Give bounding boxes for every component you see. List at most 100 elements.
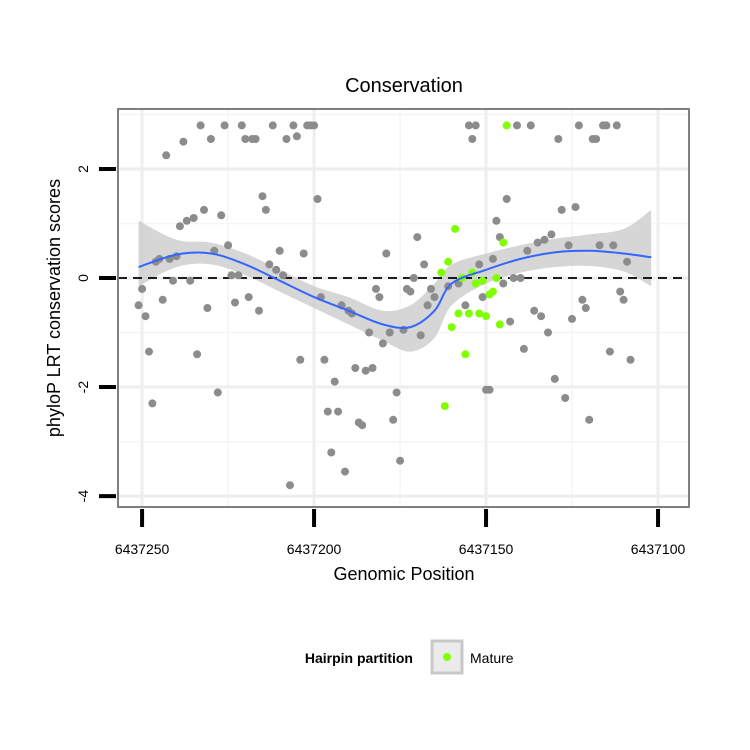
data-point-other — [427, 284, 435, 293]
legend-key-box — [430, 639, 464, 675]
data-point-other — [158, 295, 167, 304]
legend-mature-label: Mature — [470, 650, 514, 666]
data-point-other — [141, 312, 150, 321]
data-point-other — [258, 192, 267, 201]
data-point-other — [299, 249, 308, 258]
data-point-other — [196, 121, 205, 130]
data-point-other — [282, 135, 291, 143]
data-point-other — [537, 312, 546, 321]
data-point-mature — [488, 287, 497, 296]
data-point-other — [478, 293, 487, 302]
data-point-mature — [471, 279, 480, 288]
y-axis-label: phyloP LRT conservation scores — [44, 179, 64, 437]
data-point-other — [330, 377, 339, 386]
data-point-other — [420, 260, 429, 269]
data-point-other — [557, 205, 566, 214]
data-point-other — [261, 205, 270, 214]
data-point-other — [313, 195, 322, 203]
data-point-other — [224, 241, 233, 250]
data-point-other — [609, 241, 618, 250]
data-point-other — [244, 293, 253, 302]
data-point-other — [605, 347, 614, 356]
data-point-other — [516, 274, 525, 282]
data-point-other — [492, 216, 501, 225]
data-point-other — [506, 317, 515, 326]
data-point-other — [138, 284, 147, 293]
panel-border — [117, 108, 690, 508]
plot-panel — [117, 108, 690, 508]
data-point-other — [145, 347, 153, 356]
x-tick-label: 6437100 — [631, 541, 686, 557]
x-tick-label: 6437250 — [115, 541, 170, 557]
smooth-fit-line — [138, 249, 652, 330]
data-point-other — [475, 260, 484, 269]
data-point-other — [526, 121, 535, 130]
data-point-other — [217, 211, 226, 220]
data-point-other — [169, 276, 177, 285]
data-point-other — [323, 407, 332, 416]
data-point-other — [626, 355, 635, 364]
data-point-mature — [454, 309, 463, 318]
x-axis-label: Genomic Position — [333, 564, 474, 584]
data-point-other — [268, 121, 277, 130]
data-point-other — [612, 121, 621, 130]
data-point-other — [619, 295, 628, 304]
data-point-other — [533, 238, 542, 247]
data-point-other — [241, 135, 250, 143]
data-point-other — [623, 257, 632, 266]
data-point-other — [175, 222, 184, 231]
data-point-other — [389, 415, 398, 424]
data-point-mature — [437, 268, 446, 277]
data-point-other — [365, 328, 374, 337]
data-point-other — [231, 298, 239, 307]
y-tick-label: 0 — [75, 274, 91, 282]
data-point-other — [602, 121, 611, 130]
data-point-mature — [475, 309, 484, 318]
data-point-other — [237, 121, 246, 130]
data-point-other — [499, 279, 508, 288]
data-point-other — [378, 339, 387, 348]
data-point-other — [182, 216, 191, 225]
data-point-other — [519, 344, 528, 353]
data-point-other — [327, 448, 336, 457]
data-point-mature — [464, 309, 473, 318]
data-point-mature — [440, 402, 449, 411]
data-point-mature — [482, 312, 491, 321]
data-point-other — [375, 293, 384, 302]
data-point-other — [485, 385, 494, 394]
data-point-other — [581, 304, 590, 312]
data-point-other — [213, 388, 222, 397]
data-point-other — [396, 456, 405, 465]
data-point-other — [361, 366, 370, 375]
legend: Hairpin partition Mature — [305, 639, 514, 675]
x-axis: 6437250 6437200 6437150 6437100 — [115, 509, 686, 557]
y-tick-label: -4 — [75, 490, 91, 503]
legend-title: Hairpin partition — [305, 650, 413, 666]
data-point-other — [416, 331, 425, 340]
data-point-mature — [451, 224, 460, 233]
data-point-other — [292, 132, 301, 141]
data-point-other — [564, 241, 573, 250]
data-point-other — [179, 137, 188, 146]
data-point-other — [616, 287, 625, 296]
data-point-other — [544, 328, 552, 337]
data-point-other — [255, 306, 263, 315]
data-point-other — [540, 235, 549, 244]
data-point-other — [561, 394, 570, 402]
data-point-mature — [444, 257, 453, 266]
data-point-other — [134, 301, 143, 310]
data-point-other — [409, 274, 418, 282]
data-point-other — [286, 481, 294, 490]
other-points — [134, 121, 635, 490]
x-tick-label: 6437150 — [459, 541, 514, 557]
data-point-other — [148, 399, 157, 408]
data-point-other — [206, 135, 215, 143]
data-point-other — [392, 388, 401, 397]
data-point-other — [574, 121, 583, 130]
data-point-other — [296, 355, 305, 364]
data-point-other — [471, 121, 480, 130]
data-point-other — [220, 121, 229, 130]
data-point-other — [578, 295, 587, 304]
data-point-mature — [502, 121, 511, 130]
